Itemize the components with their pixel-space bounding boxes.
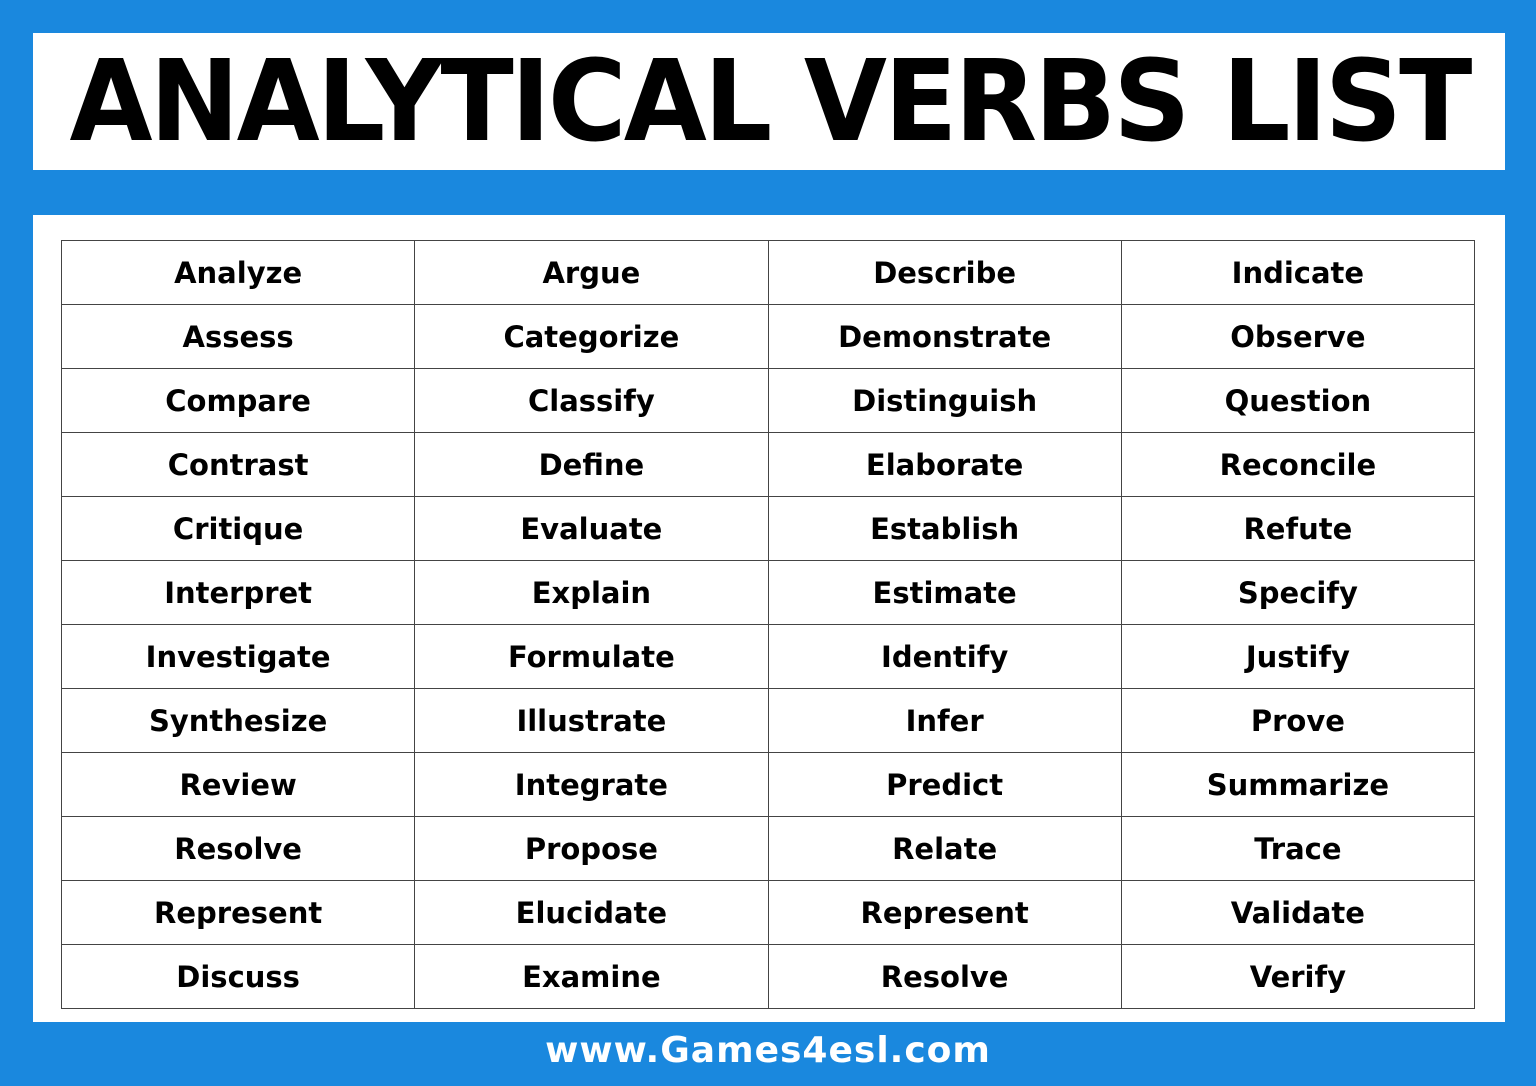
- table-row: Assess Categorize Demonstrate Observe: [60, 304, 1476, 369]
- verb-cell: Interpret: [60, 560, 416, 625]
- verb-cell: Examine: [414, 944, 769, 1009]
- verb-cell: Represent: [60, 880, 416, 945]
- verb-cell: Evaluate: [414, 496, 769, 561]
- verb-cell: Indicate: [1120, 240, 1476, 305]
- title-banner: ANALYTICAL VERBS LIST: [33, 33, 1505, 170]
- table-row: Synthesize Illustrate Infer Prove: [60, 688, 1476, 753]
- verb-cell: Infer: [767, 688, 1122, 753]
- verb-cell: Argue: [414, 240, 769, 305]
- verb-cell: Describe: [767, 240, 1122, 305]
- table-row: Critique Evaluate Establish Refute: [60, 496, 1476, 561]
- verb-cell: Reconcile: [1120, 432, 1476, 497]
- verb-cell: Integrate: [414, 752, 769, 817]
- verb-cell: Formulate: [414, 624, 769, 689]
- verb-cell: Elucidate: [414, 880, 769, 945]
- verb-cell: Summarize: [1120, 752, 1476, 817]
- verb-cell: Question: [1120, 368, 1476, 433]
- verb-cell: Estimate: [767, 560, 1122, 625]
- verb-cell: Distinguish: [767, 368, 1122, 433]
- verb-cell: Critique: [60, 496, 416, 561]
- verb-cell: Trace: [1120, 816, 1476, 881]
- verb-cell: Compare: [60, 368, 416, 433]
- verb-cell: Refute: [1120, 496, 1476, 561]
- verb-cell: Review: [60, 752, 416, 817]
- verb-cell: Observe: [1120, 304, 1476, 369]
- verb-cell: Assess: [60, 304, 416, 369]
- table-row: Resolve Propose Relate Trace: [60, 816, 1476, 881]
- verb-cell: Establish: [767, 496, 1122, 561]
- verbs-table: Analyze Argue Describe Indicate Assess Catego…: [60, 240, 1476, 1009]
- verb-cell: Synthesize: [60, 688, 416, 753]
- table-row: Represent Elucidate Represent Validate: [60, 880, 1476, 945]
- verb-cell: Demonstrate: [767, 304, 1122, 369]
- verb-cell: Relate: [767, 816, 1122, 881]
- table-row: Contrast Define Elaborate Reconcile: [60, 432, 1476, 497]
- verb-cell: Specify: [1120, 560, 1476, 625]
- table-row: Interpret Explain Estimate Specify: [60, 560, 1476, 625]
- verb-cell: Validate: [1120, 880, 1476, 945]
- verb-cell: Discuss: [60, 944, 416, 1009]
- verb-cell: Investigate: [60, 624, 416, 689]
- table-row: Review Integrate Predict Summarize: [60, 752, 1476, 817]
- verb-cell: Propose: [414, 816, 769, 881]
- table-row: Compare Classify Distinguish Question: [60, 368, 1476, 433]
- table-row: Discuss Examine Resolve Verify: [60, 944, 1476, 1009]
- verb-cell: Identify: [767, 624, 1122, 689]
- footer-website: www.Games4esl.com: [545, 1030, 991, 1071]
- verb-cell: Analyze: [60, 240, 416, 305]
- verb-cell: Predict: [767, 752, 1122, 817]
- verb-cell: Justify: [1120, 624, 1476, 689]
- verb-cell: Represent: [767, 880, 1122, 945]
- page-title: ANALYTICAL VERBS LIST: [68, 36, 1472, 167]
- verb-cell: Illustrate: [414, 688, 769, 753]
- content-panel: Analyze Argue Describe Indicate Assess Catego…: [33, 215, 1505, 1022]
- verb-cell: Define: [414, 432, 769, 497]
- verb-cell: Contrast: [60, 432, 416, 497]
- verb-cell: Prove: [1120, 688, 1476, 753]
- table-row: Analyze Argue Describe Indicate: [60, 240, 1476, 305]
- verb-cell: Elaborate: [767, 432, 1122, 497]
- verb-cell: Categorize: [414, 304, 769, 369]
- verb-cell: Classify: [414, 368, 769, 433]
- verb-cell: Explain: [414, 560, 769, 625]
- verb-cell: Resolve: [60, 816, 416, 881]
- verb-cell: Resolve: [767, 944, 1122, 1009]
- table-row: Investigate Formulate Identify Justify: [60, 624, 1476, 689]
- verb-cell: Verify: [1120, 944, 1476, 1009]
